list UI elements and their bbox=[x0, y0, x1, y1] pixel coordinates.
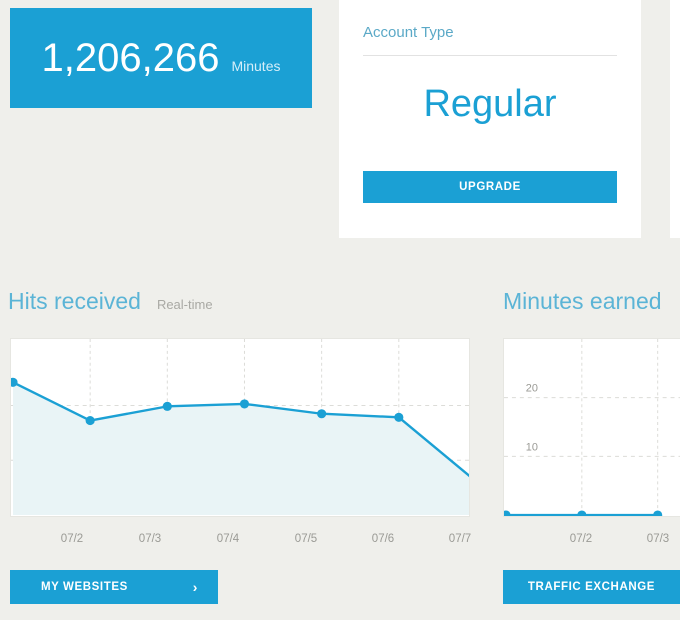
x-tick-label: 07/7 bbox=[448, 533, 472, 545]
adjacent-card-clipped bbox=[670, 0, 680, 238]
x-tick-label: 07/2 bbox=[569, 533, 593, 545]
hits-chart-x-axis: 07/2 07/3 07/4 07/5 07/6 07/7 bbox=[0, 533, 490, 553]
x-tick-label: 07/5 bbox=[294, 533, 318, 545]
traffic-exchange-button[interactable]: TRAFFIC EXCHANGE bbox=[503, 570, 680, 604]
my-websites-button[interactable]: MY WEBSITES › bbox=[10, 570, 218, 604]
hits-received-chart[interactable]: 4k2k bbox=[10, 338, 470, 517]
hits-chart-svg: 4k2k bbox=[11, 339, 469, 516]
hits-panel-header: Hits received Real-time bbox=[8, 288, 213, 315]
upgrade-button[interactable]: UPGRADE bbox=[363, 171, 617, 203]
account-type-value: Regular bbox=[423, 83, 557, 125]
minutes-panel-title: Minutes earned bbox=[503, 288, 662, 314]
minutes-panel-header: Minutes earned bbox=[503, 288, 662, 315]
minutes-chart-x-axis: 07/2 07/3 bbox=[495, 533, 680, 553]
x-tick-label: 07/3 bbox=[646, 533, 670, 545]
svg-text:20: 20 bbox=[526, 383, 538, 395]
minutes-stat-unit: Minutes bbox=[231, 58, 281, 74]
account-type-card: Account Type Regular UPGRADE bbox=[339, 0, 641, 238]
x-tick-label: 07/6 bbox=[371, 533, 395, 545]
top-stats-row: 1,206,266 Minutes Account Type Regular U… bbox=[0, 0, 680, 245]
chevron-right-icon: › bbox=[192, 579, 198, 595]
my-websites-label: MY WEBSITES bbox=[41, 581, 128, 593]
minutes-stat-value: 1,206,266 bbox=[41, 36, 220, 80]
hits-panel-title: Hits received bbox=[8, 288, 141, 314]
minutes-stat-tile: 1,206,266 Minutes bbox=[10, 8, 312, 108]
minutes-earned-chart[interactable]: 20 10 bbox=[503, 338, 680, 517]
card-divider bbox=[363, 55, 617, 56]
x-tick-label: 07/2 bbox=[60, 533, 84, 545]
x-tick-label: 07/3 bbox=[138, 533, 162, 545]
account-type-title: Account Type bbox=[363, 24, 454, 41]
x-tick-label: 07/4 bbox=[216, 533, 240, 545]
hits-panel-subtitle: Real-time bbox=[156, 297, 213, 312]
svg-text:10: 10 bbox=[526, 441, 538, 453]
